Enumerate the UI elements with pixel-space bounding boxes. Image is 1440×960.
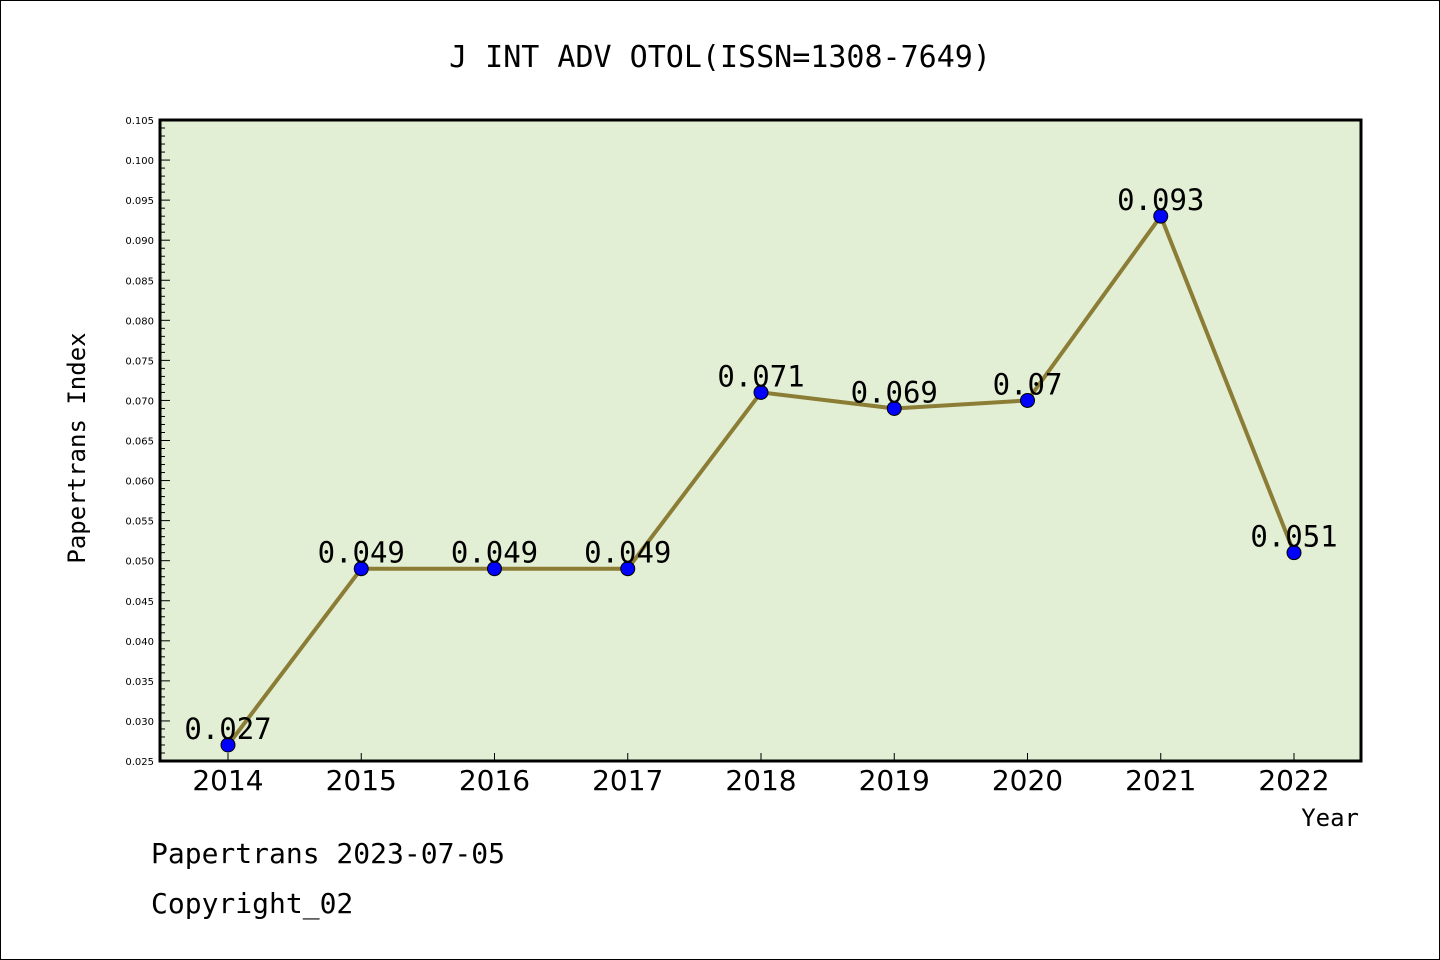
x-axis-label: Year [1301, 804, 1359, 832]
data-label: 0.051 [1250, 520, 1337, 554]
data-label: 0.049 [318, 536, 405, 570]
y-tick-label: 0.045 [125, 597, 154, 608]
x-tick-label: 2018 [725, 764, 796, 797]
x-tick-label: 2021 [1125, 764, 1196, 797]
y-axis-label: Papertrans Index [63, 332, 91, 563]
data-point [886, 400, 902, 416]
x-tick-label: 2016 [459, 764, 530, 797]
data-point [220, 737, 236, 753]
x-tick-label: 2022 [1258, 764, 1329, 797]
y-tick-label: 0.025 [125, 757, 154, 768]
y-tick-label: 0.035 [125, 677, 154, 688]
y-tick-label: 0.055 [125, 517, 154, 528]
data-point [1020, 392, 1035, 408]
data-label: 0.049 [584, 536, 671, 570]
data-point [620, 561, 636, 577]
x-tick-label: 2019 [859, 764, 930, 797]
data-label: 0.093 [1117, 183, 1204, 217]
data-label: 0.071 [717, 359, 804, 393]
y-tick-label: 0.095 [125, 196, 154, 207]
y-tick-label: 0.040 [125, 637, 154, 648]
y-tick-label: 0.075 [125, 356, 154, 367]
y-tick-label: 0.070 [125, 396, 154, 407]
x-tick-label: 2017 [592, 764, 663, 797]
y-tick-label: 0.080 [125, 316, 154, 327]
data-label: 0.069 [851, 375, 938, 409]
y-tick-label: 0.060 [125, 477, 154, 488]
plot-area [160, 120, 1361, 761]
data-point [1286, 545, 1302, 561]
data-label: 0.027 [184, 712, 271, 746]
y-tick-label: 0.065 [125, 437, 154, 448]
y-tick-label: 0.050 [125, 557, 154, 568]
y-tick-label: 0.030 [125, 717, 154, 728]
y-tick-label: 0.100 [125, 156, 154, 167]
x-tick-label: 2020 [992, 764, 1063, 797]
plot-border [158, 118, 1363, 763]
x-tick-label: 2014 [192, 764, 263, 797]
data-label: 0.07 [993, 367, 1063, 401]
y-tick-label: 0.090 [125, 236, 154, 247]
data-point [753, 384, 769, 400]
data-point [487, 561, 502, 577]
x-tick-label: 2015 [326, 764, 397, 797]
y-tick-label: 0.085 [125, 276, 154, 287]
y-tick-label: 0.105 [125, 116, 154, 127]
chart-title: J INT ADV OTOL(ISSN=1308-7649) [449, 40, 991, 75]
data-point [353, 561, 369, 577]
data-label: 0.049 [451, 536, 538, 570]
footer-date: Papertrans 2023-07-05 [151, 837, 506, 870]
footer-copyright: Copyright_02 [151, 887, 354, 920]
data-point [1153, 208, 1169, 224]
